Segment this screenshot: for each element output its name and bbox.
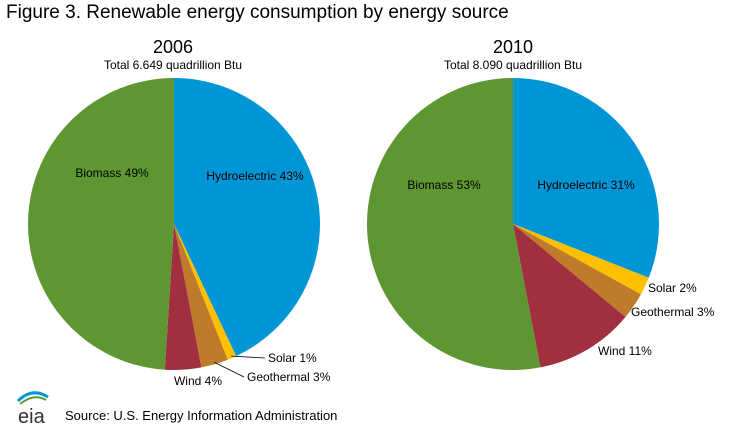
pie-2010-label-geothermal: Geothermal 3% <box>631 305 715 319</box>
pie-2010-label-solar: Solar 2% <box>648 281 697 295</box>
chart-subtitle-2010: Total 8.090 quadrillion Btu <box>443 58 583 72</box>
pie-2006-label-biomass: Biomass 49% <box>75 166 149 180</box>
pie-2006-slice-wind <box>164 224 202 370</box>
pie-2006-leader-solar <box>231 355 266 359</box>
pie-2006-label-hydroelectric: Hydroelectric 43% <box>206 169 304 183</box>
logo-text: eia <box>18 406 46 428</box>
pie-2010-slice-solar <box>513 224 649 295</box>
chart-subtitle-2006: Total 6.649 quadrillion Btu <box>103 58 243 72</box>
chart-title-2010: 2010 <box>492 37 534 57</box>
pie-2010-slice-biomass <box>366 78 541 371</box>
pie-2010-label-biomass: Biomass 53% <box>407 178 481 192</box>
pie-2010-slice-wind <box>513 224 626 368</box>
pie-2006-slice-biomass <box>28 78 175 370</box>
chart-title-2006: 2006 <box>152 37 194 57</box>
pie-2006-slice-hydroelectric <box>174 78 320 357</box>
source-note: Source: U.S. Energy Information Administ… <box>65 408 338 423</box>
pie-2006-label-wind: Wind 4% <box>174 374 222 388</box>
pie-2010-label-wind: Wind 11% <box>598 344 652 358</box>
pie-2006-leader-geothermal <box>213 361 245 378</box>
pie-2006-label-geothermal: Geothermal 3% <box>247 370 331 384</box>
figure-title: Figure 3. Renewable energy consumption b… <box>6 2 509 23</box>
pie-2006-slice-geothermal <box>174 224 228 368</box>
pie-2010-slice-geothermal <box>513 224 641 318</box>
eia-logo-icon: eia <box>16 391 49 428</box>
pie-2006-label-solar: Solar 1% <box>268 351 317 365</box>
pie-2010-label-hydroelectric: Hydroelectric 31% <box>537 178 635 192</box>
pie-2010-slice-hydroelectric <box>513 78 660 278</box>
pie-2006-slice-solar <box>174 224 237 360</box>
